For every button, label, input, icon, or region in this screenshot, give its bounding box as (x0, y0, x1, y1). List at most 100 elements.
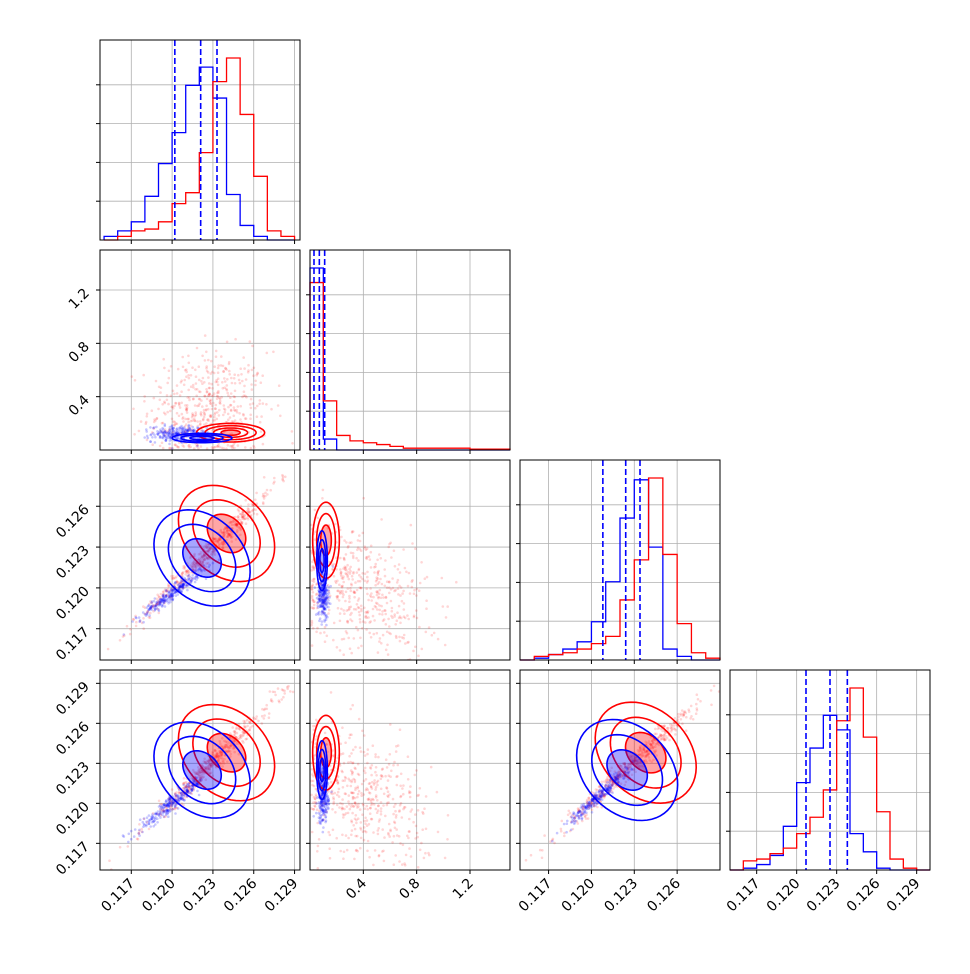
scatter-point-blue (165, 808, 168, 812)
scatter-point-blue (165, 599, 169, 602)
scatter-point-red (362, 826, 366, 829)
scatter-point-blue (169, 797, 172, 801)
scatter-point-blue (324, 815, 328, 818)
scatter-point-red (402, 806, 406, 809)
scatter-point-blue (181, 798, 184, 801)
scatter-point-red (399, 616, 403, 620)
scatter-point-red (281, 473, 284, 477)
scatter-point-blue (163, 423, 167, 426)
scatter-point-red (310, 606, 314, 609)
scatter-point-red (658, 733, 662, 736)
scatter-point-red (342, 557, 346, 560)
x-tick-label: 0.117 (724, 876, 764, 916)
scatter-point-red (412, 614, 416, 618)
scatter-point-red (171, 577, 175, 580)
scatter-point-red (350, 651, 354, 655)
scatter-point-red (359, 821, 363, 824)
scatter-point-red (199, 776, 203, 780)
scatter-point-blue (168, 428, 172, 431)
scatter-point-blue (322, 802, 326, 806)
scatter-point-red (269, 488, 273, 492)
x-tick-label: 0.117 (98, 876, 138, 916)
scatter-point-red (193, 404, 197, 407)
scatter-point-red (233, 732, 237, 736)
scatter-point-blue (170, 447, 174, 450)
scatter-point-red (407, 640, 410, 644)
scatter-point-red (320, 662, 323, 665)
scatter-point-red (344, 776, 348, 780)
scatter-point-blue (153, 609, 157, 612)
scatter-point-red (441, 605, 445, 608)
scatter-point-red (574, 816, 577, 819)
scatter-point-red (663, 724, 666, 728)
scatter-point-blue (321, 600, 325, 604)
scatter-point-red (158, 398, 162, 402)
scatter-point-red (588, 805, 592, 808)
scatter-point-blue (312, 815, 316, 818)
scatter-point-red (717, 690, 720, 693)
scatter-point-blue (148, 608, 151, 611)
scatter-point-blue (319, 605, 322, 609)
scatter-point-red (231, 737, 234, 741)
scatter-point-red (347, 794, 351, 797)
scatter-point-red (196, 404, 199, 408)
scatter-point-red (163, 401, 167, 405)
scatter-point-blue (152, 426, 155, 430)
scatter-point-blue (322, 607, 326, 610)
scatter-point-red (179, 584, 182, 587)
scatter-point-red (393, 826, 397, 830)
scatter-point-red (169, 805, 172, 809)
histogram-red (104, 57, 296, 241)
scatter-point-blue (188, 784, 191, 788)
scatter-point-red (243, 417, 247, 420)
scatter-point-red (312, 808, 316, 811)
scatter-point-red (186, 569, 190, 572)
scatter-point-red (169, 409, 172, 413)
scatter-point-red (393, 613, 397, 616)
scatter-point-red (242, 390, 246, 394)
scatter-point-red (329, 691, 333, 694)
scatter-point-blue (149, 818, 153, 821)
scatter-point-red (229, 404, 233, 407)
scatter-point-blue (320, 803, 323, 806)
scatter-point-blue (318, 594, 321, 597)
scatter-point-red (378, 818, 382, 821)
scatter-point-red (179, 580, 183, 584)
scatter-point-blue (155, 603, 158, 606)
scatter-point-red (165, 593, 168, 597)
scatter-point-blue (163, 599, 167, 602)
scatter-point-red (368, 791, 372, 795)
scatter-point-blue (322, 791, 325, 795)
scatter-point-blue (162, 433, 166, 436)
scatter-point-red (184, 404, 187, 407)
scatter-point-blue (324, 602, 328, 606)
scatter-point-red (344, 630, 348, 633)
scatter-point-blue (590, 805, 594, 809)
scatter-point-red (653, 732, 657, 736)
scatter-point-blue (324, 598, 328, 602)
scatter-point-blue (168, 797, 172, 801)
scatter-point-blue (178, 426, 182, 429)
scatter-point-red (201, 560, 205, 564)
scatter-point-red (222, 745, 225, 748)
scatter-point-red (210, 394, 213, 398)
scatter-point-red (205, 759, 209, 763)
scatter-point-red (206, 767, 210, 770)
scatter-point-red (182, 564, 185, 568)
scatter-point-blue (322, 811, 325, 814)
scatter-point-red (364, 667, 367, 670)
scatter-point-red (237, 517, 240, 520)
scatter-point-red (641, 751, 645, 755)
scatter-point-red (194, 771, 197, 774)
scatter-point-red (366, 611, 369, 615)
scatter-point-blue (321, 583, 325, 587)
scatter-point-red (642, 748, 646, 751)
scatter-point-blue (165, 589, 168, 593)
scatter-point-red (374, 562, 378, 566)
scatter-point-blue (141, 611, 145, 614)
scatter-point-red (168, 446, 171, 450)
scatter-point-red (371, 780, 374, 784)
scatter-point-red (581, 805, 584, 809)
scatter-point-red (159, 592, 163, 596)
scatter-point-blue (170, 592, 173, 596)
